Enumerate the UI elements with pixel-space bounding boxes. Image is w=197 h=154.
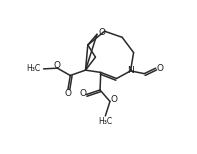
Text: O: O [64, 89, 72, 98]
Text: N: N [127, 66, 134, 75]
Text: O: O [110, 95, 117, 104]
Text: O: O [54, 61, 61, 70]
Text: O: O [80, 89, 87, 98]
Text: H₃C: H₃C [98, 117, 112, 126]
Text: O: O [99, 28, 106, 37]
Text: H₃C: H₃C [27, 64, 41, 73]
Text: O: O [156, 64, 164, 73]
